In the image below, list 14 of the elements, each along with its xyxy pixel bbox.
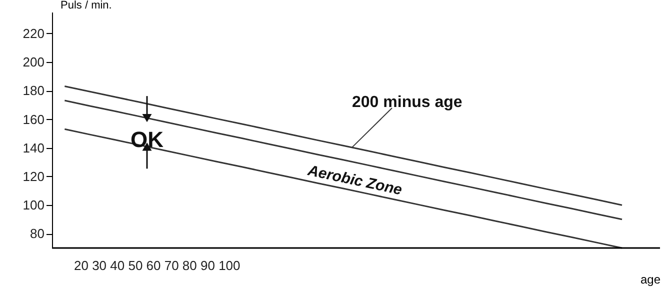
y-tick-label: 120	[22, 168, 44, 184]
x-axis-title: age	[640, 272, 661, 286]
y-tick-label: 100	[22, 198, 44, 213]
y-tick-label: 160	[22, 112, 44, 127]
annotation: OK	[130, 127, 164, 152]
y-tick-label: 80	[30, 226, 44, 242]
text: 20 30 40 50 60 70 80 90 100	[74, 258, 240, 273]
y-tick-label: 200	[22, 54, 44, 70]
annotation: Aerobic Zone	[305, 162, 404, 199]
y-tick-label: 220	[22, 26, 44, 41]
y-axis-title: Puls / min.	[60, 0, 112, 12]
y-tick-label: 140	[22, 140, 44, 156]
y-tick-label: 180	[22, 83, 44, 98]
annotation: 200 minus age	[352, 94, 462, 111]
